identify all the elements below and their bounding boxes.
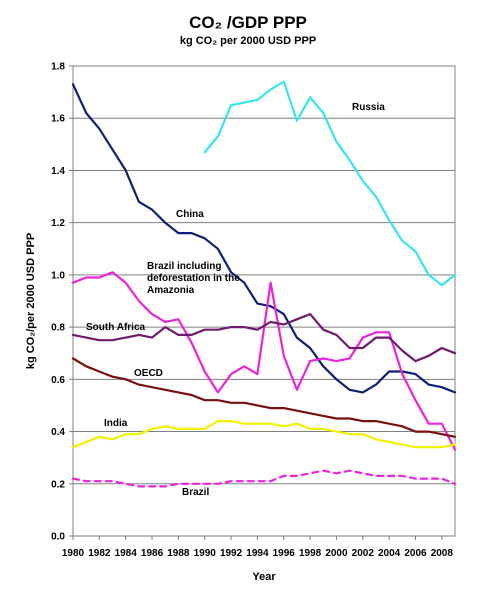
series-lines xyxy=(71,80,457,488)
y-tick-label: 1.8 xyxy=(51,62,65,73)
x-tick-label: 2008 xyxy=(431,548,454,559)
chart-title: CO₂ /GDP PPP xyxy=(189,13,307,32)
plot-area-border xyxy=(72,65,456,537)
y-tick-label: 0.2 xyxy=(51,479,65,490)
x-tick-label: 1990 xyxy=(194,548,217,559)
x-axis-title: Year xyxy=(252,571,276,583)
x-tick-label: 2000 xyxy=(325,548,348,559)
x-tick-label: 1980 xyxy=(62,548,85,559)
axis-ticks: 0.0 0.2 0.4 0.6 0.8 1.0 1.2 1.4 1.6 1.8 1980 1982 19… xyxy=(51,62,453,560)
x-tick-label: 1986 xyxy=(141,548,164,559)
x-tick-label: 2006 xyxy=(404,548,427,559)
y-axis-title: kg CO₂/per 2000 USD PPP xyxy=(25,233,37,369)
series-label: South Africa xyxy=(86,322,146,333)
series-line-china xyxy=(71,83,457,394)
series-label: India xyxy=(104,418,128,429)
y-tick-label: 0.8 xyxy=(51,323,65,334)
x-tick-label: 1994 xyxy=(246,548,269,559)
x-tick-label: 2004 xyxy=(378,548,401,559)
y-tick-label: 1.6 xyxy=(51,114,65,125)
x-tick-label: 1998 xyxy=(299,548,322,559)
x-tick-label: 1992 xyxy=(220,548,243,559)
y-tick-label: 0.0 xyxy=(51,532,65,543)
series-line-south-africa xyxy=(71,313,457,363)
series-line-brazil xyxy=(71,469,457,488)
series-labels: Russia China Brazil includingdeforestation… xyxy=(86,102,385,498)
series-line-russia xyxy=(203,80,457,287)
series-line-oecd xyxy=(71,357,457,438)
series-label: Amazonia xyxy=(147,285,195,296)
chart-subtitle: kg CO₂ per 2000 USD PPP xyxy=(179,35,317,47)
gridlines xyxy=(73,65,455,485)
series-label: Brazil xyxy=(182,487,209,498)
series-label: Brazil including xyxy=(147,261,221,272)
series-label: Russia xyxy=(352,102,385,113)
series-label: deforestation in the xyxy=(147,273,240,284)
x-tick-label: 1988 xyxy=(167,548,190,559)
y-tick-label: 0.4 xyxy=(51,427,65,438)
series-label: OECD xyxy=(134,368,163,379)
series-label: China xyxy=(176,209,204,220)
x-tick-label: 2002 xyxy=(352,548,375,559)
y-tick-label: 1.0 xyxy=(51,270,65,281)
y-tick-label: 1.4 xyxy=(51,166,65,177)
x-tick-label: 1984 xyxy=(115,548,138,559)
x-tick-label: 1982 xyxy=(88,548,111,559)
series-line-india xyxy=(71,420,457,449)
x-tick-label: 1996 xyxy=(273,548,296,559)
y-tick-label: 0.6 xyxy=(51,375,65,386)
y-tick-label: 1.2 xyxy=(51,218,65,229)
